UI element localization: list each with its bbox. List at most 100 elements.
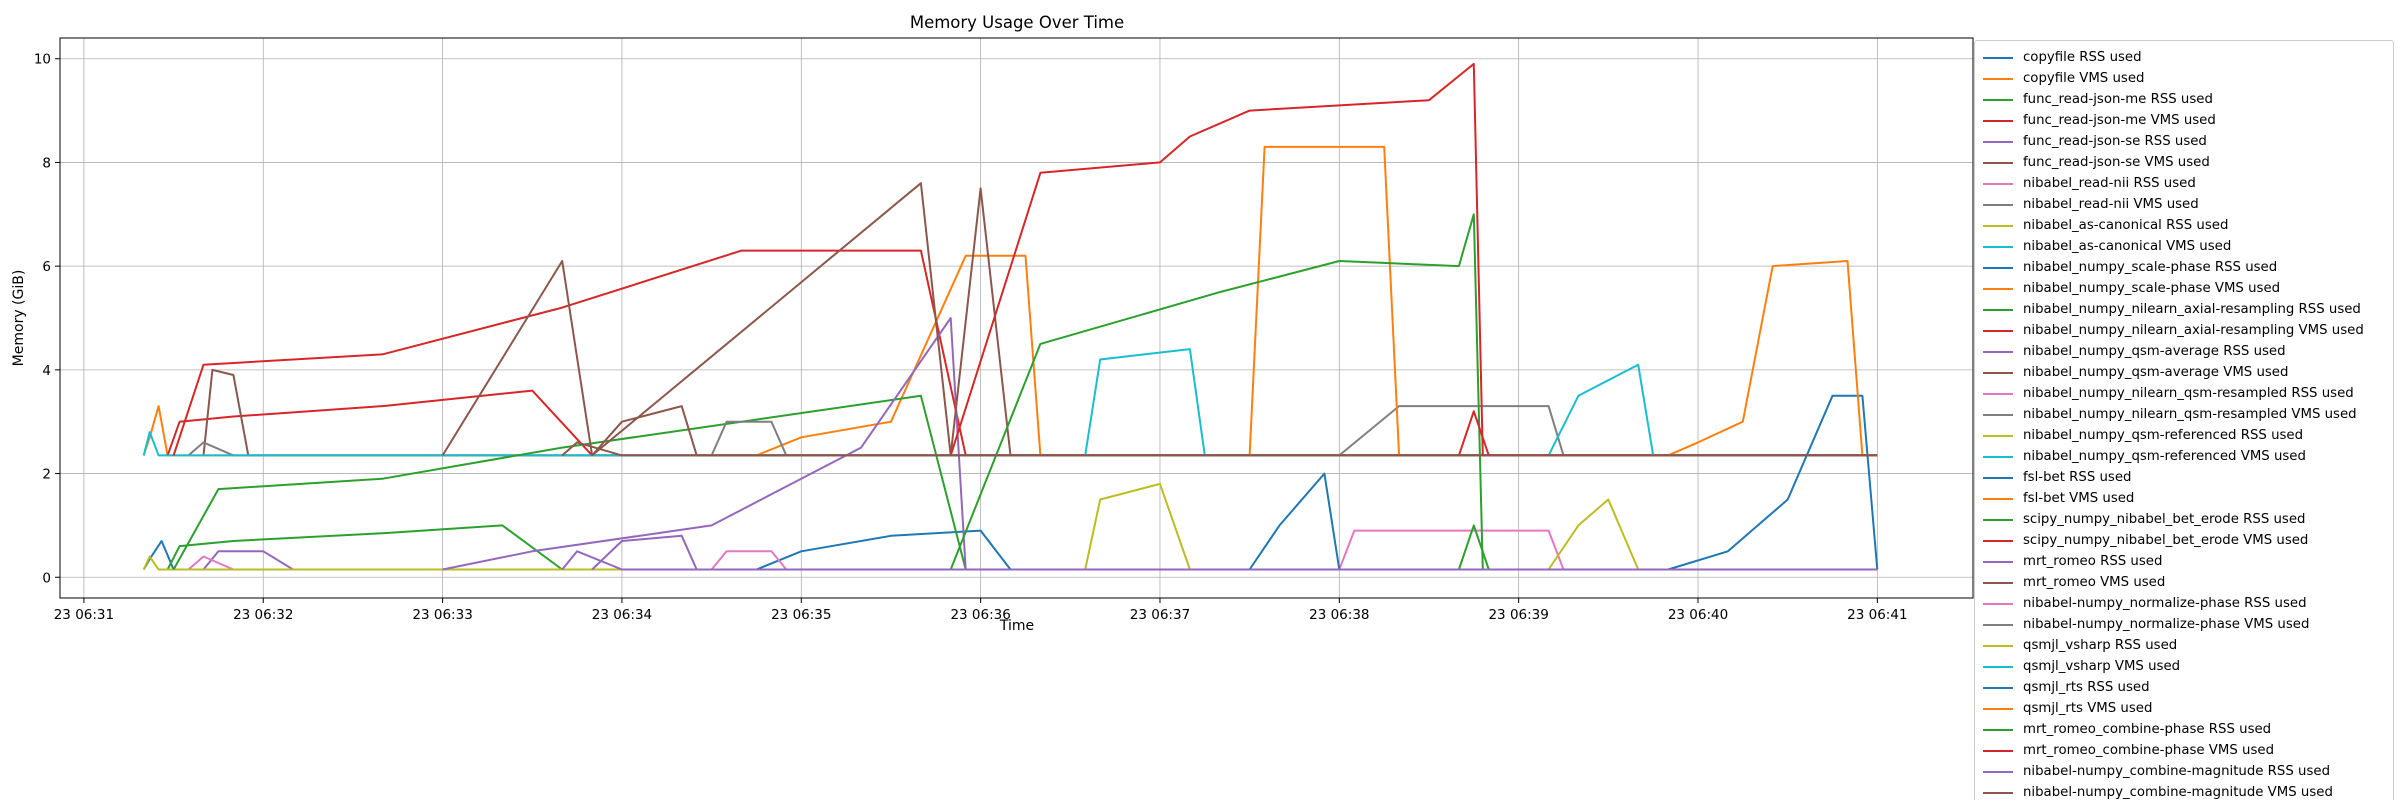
- legend-label: nibabel_numpy_nilearn_qsm-resampled VMS …: [2023, 407, 2357, 422]
- series-line: [1457, 410, 1878, 457]
- legend-swatch: [1983, 77, 2013, 80]
- legend-swatch: [1983, 182, 2013, 185]
- legend-label: qsmjl_rts RSS used: [2023, 680, 2150, 695]
- legend-swatch: [1983, 455, 2013, 458]
- series-line: [1667, 260, 1878, 457]
- x-tick-label: 23 06:38: [1309, 607, 1369, 623]
- x-tick-label: 23 06:36: [950, 607, 1010, 623]
- x-tick-label: 23 06:37: [1130, 607, 1190, 623]
- legend-entry: nibabel_numpy_scale-phase RSS used: [1983, 257, 2277, 278]
- legend-swatch: [1983, 497, 2013, 500]
- legend-label: mrt_romeo VMS used: [2023, 575, 2166, 590]
- legend-entry: func_read-json-se RSS used: [1983, 131, 2207, 152]
- tick-layer: 23 06:31 23 06:32 23 06:33 23 06:34 23 06:35…: [34, 52, 1908, 623]
- legend-swatch: [1983, 728, 2013, 731]
- x-tick-label: 23 06:32: [233, 607, 293, 623]
- legend-swatch: [1983, 203, 2013, 206]
- legend-label: nibabel_read-nii VMS used: [2023, 197, 2199, 212]
- legend-entry: mrt_romeo VMS used: [1983, 572, 2165, 593]
- y-tick-label: 8: [42, 155, 51, 171]
- series-line: [710, 420, 1878, 457]
- legend-label: mrt_romeo_combine-phase VMS used: [2023, 743, 2275, 758]
- legend-label: func_read-json-me VMS used: [2023, 113, 2216, 128]
- legend-label: fsl-bet RSS used: [2023, 470, 2132, 485]
- x-tick-label: 23 06:40: [1668, 607, 1728, 623]
- legend-swatch: [1983, 686, 2013, 689]
- legend-label: copyfile RSS used: [2023, 50, 2142, 65]
- series-line: [1457, 524, 1878, 571]
- series-line: [710, 550, 1878, 571]
- series-line: [756, 529, 1878, 571]
- y-tick-label: 6: [42, 259, 51, 275]
- legend-swatch: [1983, 413, 2013, 416]
- series-line: [561, 550, 1878, 571]
- legend-swatch: [1983, 707, 2013, 710]
- legend-label: nibabel_numpy_scale-phase RSS used: [2023, 260, 2278, 275]
- legend-label: fsl-bet VMS used: [2023, 491, 2135, 506]
- y-tick-label: 0: [42, 570, 51, 586]
- legend-swatch: [1983, 308, 2013, 311]
- x-tick-label: 23 06:33: [412, 607, 472, 623]
- legend-label: mrt_romeo RSS used: [2023, 554, 2163, 569]
- legend-entry: scipy_numpy_nibabel_bet_erode VMS used: [1983, 530, 2308, 551]
- x-tick-label: 23 06:41: [1847, 607, 1907, 623]
- legend-label: nibabel_numpy_qsm-average VMS used: [2023, 365, 2289, 380]
- grid-layer: [60, 38, 1973, 598]
- legend-label: nibabel_as-canonical RSS used: [2023, 218, 2229, 233]
- legend-entry: func_read-json-me VMS used: [1983, 110, 2216, 131]
- legend-entry: nibabel_numpy_nilearn_axial-resampling R…: [1983, 299, 2361, 320]
- series-line: [1667, 394, 1879, 571]
- legend-label: nibabel-numpy_combine-magnitude VMS used: [2023, 785, 2333, 800]
- legend-entry: scipy_numpy_nibabel_bet_erode RSS used: [1983, 509, 2305, 530]
- legend-entry: nibabel_read-nii VMS used: [1983, 194, 2199, 215]
- legend-label: nibabel_as-canonical VMS used: [2023, 239, 2232, 254]
- legend-entry: nibabel-numpy_normalize-phase RSS used: [1983, 593, 2307, 614]
- legend-label: qsmjl_vsharp RSS used: [2023, 638, 2178, 653]
- legend-swatch: [1983, 224, 2013, 227]
- legend-swatch: [1983, 371, 2013, 374]
- series-line: [561, 441, 1878, 457]
- legend-entry: nibabel_numpy_qsm-referenced RSS used: [1983, 425, 2303, 446]
- series-line: [949, 213, 1878, 571]
- legend-entry: fsl-bet VMS used: [1983, 488, 2134, 509]
- legend-entry: nibabel_numpy_scale-phase VMS used: [1983, 278, 2280, 299]
- legend-entry: qsmjl_vsharp VMS used: [1983, 656, 2180, 677]
- y-tick-label: 2: [42, 467, 51, 483]
- x-tick-label: 23 06:31: [54, 607, 114, 623]
- legend-entry: nibabel_numpy_nilearn_qsm-resampled VMS …: [1983, 404, 2357, 425]
- series-line: [142, 540, 1878, 571]
- series-line: [1338, 529, 1878, 571]
- legend-swatch: [1983, 623, 2013, 626]
- y-tick-label: 4: [42, 363, 51, 379]
- legend-label: nibabel-numpy_combine-magnitude RSS used: [2023, 764, 2331, 779]
- chart-title: Memory Usage Over Time: [910, 13, 1124, 32]
- series-line: [166, 389, 1878, 457]
- legend-label: qsmjl_rts VMS used: [2023, 701, 2153, 716]
- legend-entry: nibabel_as-canonical RSS used: [1983, 215, 2228, 236]
- legend-entry: func_read-json-se VMS used: [1983, 152, 2210, 173]
- legend-entry: nibabel_numpy_nilearn_axial-resampling V…: [1983, 320, 2364, 341]
- series-line: [172, 249, 1878, 457]
- legend-swatch: [1983, 350, 2013, 353]
- legend-swatch: [1983, 287, 2013, 290]
- legend-swatch: [1983, 581, 2013, 584]
- legend-swatch: [1983, 329, 2013, 332]
- legend-entry: nibabel_numpy_nilearn_qsm-resampled RSS …: [1983, 383, 2354, 404]
- legend-entry: mrt_romeo_combine-phase VMS used: [1983, 740, 2274, 761]
- series-line: [1338, 405, 1878, 457]
- series-line: [1547, 363, 1878, 457]
- legend-label: nibabel-numpy_normalize-phase VMS used: [2023, 617, 2310, 632]
- legend-label: nibabel_numpy_nilearn_axial-resampling V…: [2023, 323, 2364, 338]
- series-line: [949, 62, 1878, 457]
- plot-frame: [59, 37, 1974, 599]
- series-line: [187, 555, 1878, 571]
- legend-swatch: [1983, 245, 2013, 248]
- legend-entry: nibabel_as-canonical VMS used: [1983, 236, 2231, 257]
- legend-swatch: [1983, 602, 2013, 605]
- legend-swatch: [1983, 518, 2013, 521]
- legend-swatch: [1983, 770, 2013, 773]
- legend-swatch: [1983, 266, 2013, 269]
- legend-entry: copyfile RSS used: [1983, 47, 2142, 68]
- legend-entry: nibabel-numpy_combine-magnitude RSS used: [1983, 761, 2330, 782]
